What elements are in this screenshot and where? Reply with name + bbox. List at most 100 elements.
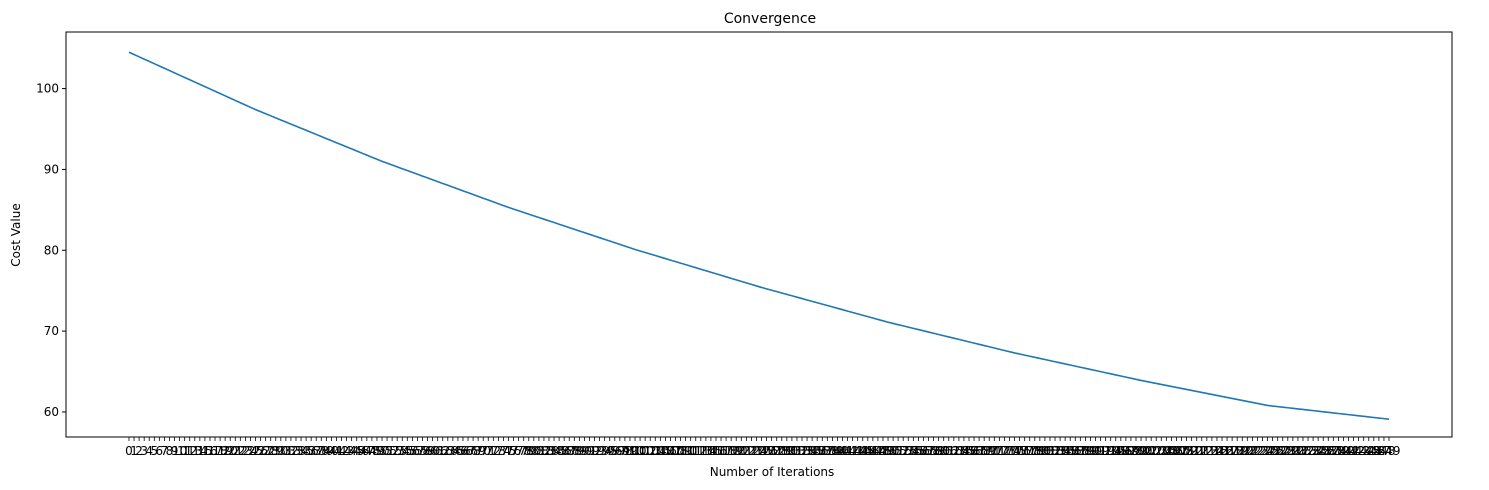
series-line: [128, 51, 1390, 421]
x-tick-label: 128: [765, 444, 788, 458]
y-tick-label: 90: [44, 162, 59, 176]
x-tick-label: 139: [821, 444, 844, 458]
plot-area: [65, 31, 1453, 438]
x-tick-label: 245: [1357, 444, 1380, 458]
x-tick-label: 67: [460, 444, 475, 458]
x-tick-label: 196: [1109, 444, 1132, 458]
x-tick-label: 104: [644, 444, 667, 458]
x-tick-label: 61: [430, 444, 445, 458]
x-tick-label: 243: [1347, 444, 1370, 458]
x-tick-label: 111: [679, 444, 702, 458]
x-tick-label: 22: [233, 444, 248, 458]
x-tick-label: 182: [1039, 444, 1062, 458]
x-tick-label: 25: [248, 444, 263, 458]
x-tick-label: 43: [339, 444, 354, 458]
x-tick-label: 177: [1013, 444, 1036, 458]
x-tick-label: 151: [882, 444, 905, 458]
x-tick-label: 62: [435, 444, 450, 458]
x-tick-label: 232: [1292, 444, 1315, 458]
x-axis: 0123456789101112131415161718192021222324…: [125, 437, 1400, 458]
x-tick-label: 216: [1211, 444, 1234, 458]
x-tick-label: 190: [1079, 444, 1102, 458]
x-tick-label: 101: [629, 444, 652, 458]
x-tick-label: 55: [400, 444, 415, 458]
x-tick-label: 17: [207, 444, 222, 458]
x-tick-label: 160: [927, 444, 950, 458]
x-tick-label: 90: [577, 444, 592, 458]
y-tick-label: 80: [44, 243, 59, 257]
x-tick-label: 122: [735, 444, 758, 458]
x-tick-label: 138: [816, 444, 839, 458]
x-tick-label: 94: [597, 444, 612, 458]
x-tick-label: 74: [496, 444, 511, 458]
x-tick-label: 169: [973, 444, 996, 458]
x-tick-label: 84: [546, 444, 561, 458]
x-tick-label: 226: [1261, 444, 1284, 458]
chart-title: Convergence: [724, 11, 816, 27]
x-tick-label: 187: [1064, 444, 1087, 458]
x-tick-label: 147: [861, 444, 884, 458]
x-tick-label: 27: [258, 444, 273, 458]
x-tick-label: 161: [932, 444, 955, 458]
x-tick-label: 24: [243, 444, 258, 458]
x-tick-label: 34: [293, 444, 308, 458]
x-tick-label: 51: [379, 444, 394, 458]
x-tick-label: 15: [197, 444, 212, 458]
x-tick-label: 145: [851, 444, 874, 458]
x-tick-label: 89: [572, 444, 587, 458]
x-tick-label: 183: [1044, 444, 1067, 458]
x-tick-label: 117: [710, 444, 733, 458]
x-tick-label: 28: [263, 444, 278, 458]
x-tick-label: 127: [760, 444, 783, 458]
x-tick-label: 227: [1266, 444, 1289, 458]
x-tick-label: 130: [775, 444, 798, 458]
x-tick-label: 65: [450, 444, 465, 458]
x-tick-label: 174: [998, 444, 1021, 458]
x-tick-label: 59: [420, 444, 435, 458]
x-tick-label: 3: [140, 444, 148, 458]
x-tick-label: 76: [506, 444, 521, 458]
x-tick-label: 124: [745, 444, 768, 458]
x-tick-label: 193: [1094, 444, 1117, 458]
x-tick-label: 13: [187, 444, 202, 458]
x-tick-label: 229: [1276, 444, 1299, 458]
x-tick-label: 73: [491, 444, 506, 458]
x-tick-label: 244: [1352, 444, 1375, 458]
x-tick-label: 44: [344, 444, 359, 458]
x-tick-label: 112: [684, 444, 707, 458]
x-tick-label: 207: [1165, 444, 1188, 458]
x-tick-label: 72: [486, 444, 501, 458]
x-tick-label: 203: [1145, 444, 1168, 458]
x-tick-label: 146: [856, 444, 879, 458]
x-tick-label: 79: [521, 444, 536, 458]
x-tick-label: 35: [298, 444, 313, 458]
x-tick-label: 178: [1018, 444, 1041, 458]
x-tick-label: 88: [567, 444, 582, 458]
x-tick-label: 210: [1180, 444, 1203, 458]
x-tick-label: 98: [617, 444, 632, 458]
x-tick-label: 119: [720, 444, 743, 458]
x-tick-label: 136: [806, 444, 829, 458]
x-tick-label: 39: [319, 444, 334, 458]
x-tick-label: 100: [624, 444, 647, 458]
x-tick-label: 12: [182, 444, 197, 458]
x-tick-label: 45: [349, 444, 364, 458]
x-tick-label: 21: [228, 444, 243, 458]
x-tick-label: 186: [1059, 444, 1082, 458]
x-tick-label: 198: [1119, 444, 1142, 458]
x-tick-label: 173: [993, 444, 1016, 458]
x-tick-label: 237: [1317, 444, 1340, 458]
x-tick-label: 26: [253, 444, 268, 458]
x-tick-label: 20: [223, 444, 238, 458]
x-tick-label: 107: [659, 444, 682, 458]
y-tick-label: 60: [44, 405, 59, 419]
x-tick-label: 218: [1221, 444, 1244, 458]
x-tick-label: 157: [912, 444, 935, 458]
x-tick-label: 143: [841, 444, 864, 458]
x-tick-label: 60: [425, 444, 440, 458]
x-tick-label: 162: [937, 444, 960, 458]
x-tick-label: 241: [1337, 444, 1360, 458]
x-tick-label: 102: [634, 444, 657, 458]
x-tick-label: 199: [1125, 444, 1148, 458]
x-tick-label: 155: [902, 444, 925, 458]
